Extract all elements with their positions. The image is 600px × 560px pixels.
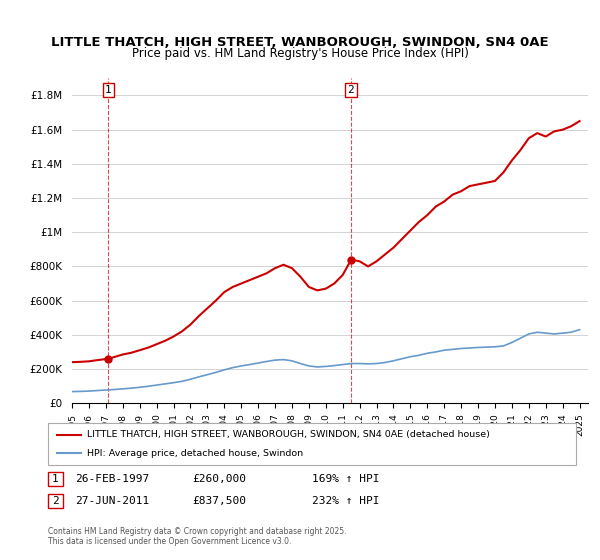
- Text: £837,500: £837,500: [192, 496, 246, 506]
- Text: 232% ↑ HPI: 232% ↑ HPI: [312, 496, 380, 506]
- Text: 2: 2: [347, 85, 355, 95]
- Text: £260,000: £260,000: [192, 474, 246, 484]
- Text: LITTLE THATCH, HIGH STREET, WANBOROUGH, SWINDON, SN4 0AE: LITTLE THATCH, HIGH STREET, WANBOROUGH, …: [51, 35, 549, 49]
- Text: 27-JUN-2011: 27-JUN-2011: [75, 496, 149, 506]
- Text: Contains HM Land Registry data © Crown copyright and database right 2025.
This d: Contains HM Land Registry data © Crown c…: [48, 526, 347, 546]
- Text: 1: 1: [52, 474, 59, 484]
- Text: 26-FEB-1997: 26-FEB-1997: [75, 474, 149, 484]
- Text: 169% ↑ HPI: 169% ↑ HPI: [312, 474, 380, 484]
- Text: Price paid vs. HM Land Registry's House Price Index (HPI): Price paid vs. HM Land Registry's House …: [131, 46, 469, 60]
- Text: 1: 1: [105, 85, 112, 95]
- Text: 2: 2: [52, 496, 59, 506]
- Text: HPI: Average price, detached house, Swindon: HPI: Average price, detached house, Swin…: [87, 449, 303, 458]
- Text: LITTLE THATCH, HIGH STREET, WANBOROUGH, SWINDON, SN4 0AE (detached house): LITTLE THATCH, HIGH STREET, WANBOROUGH, …: [87, 430, 490, 439]
